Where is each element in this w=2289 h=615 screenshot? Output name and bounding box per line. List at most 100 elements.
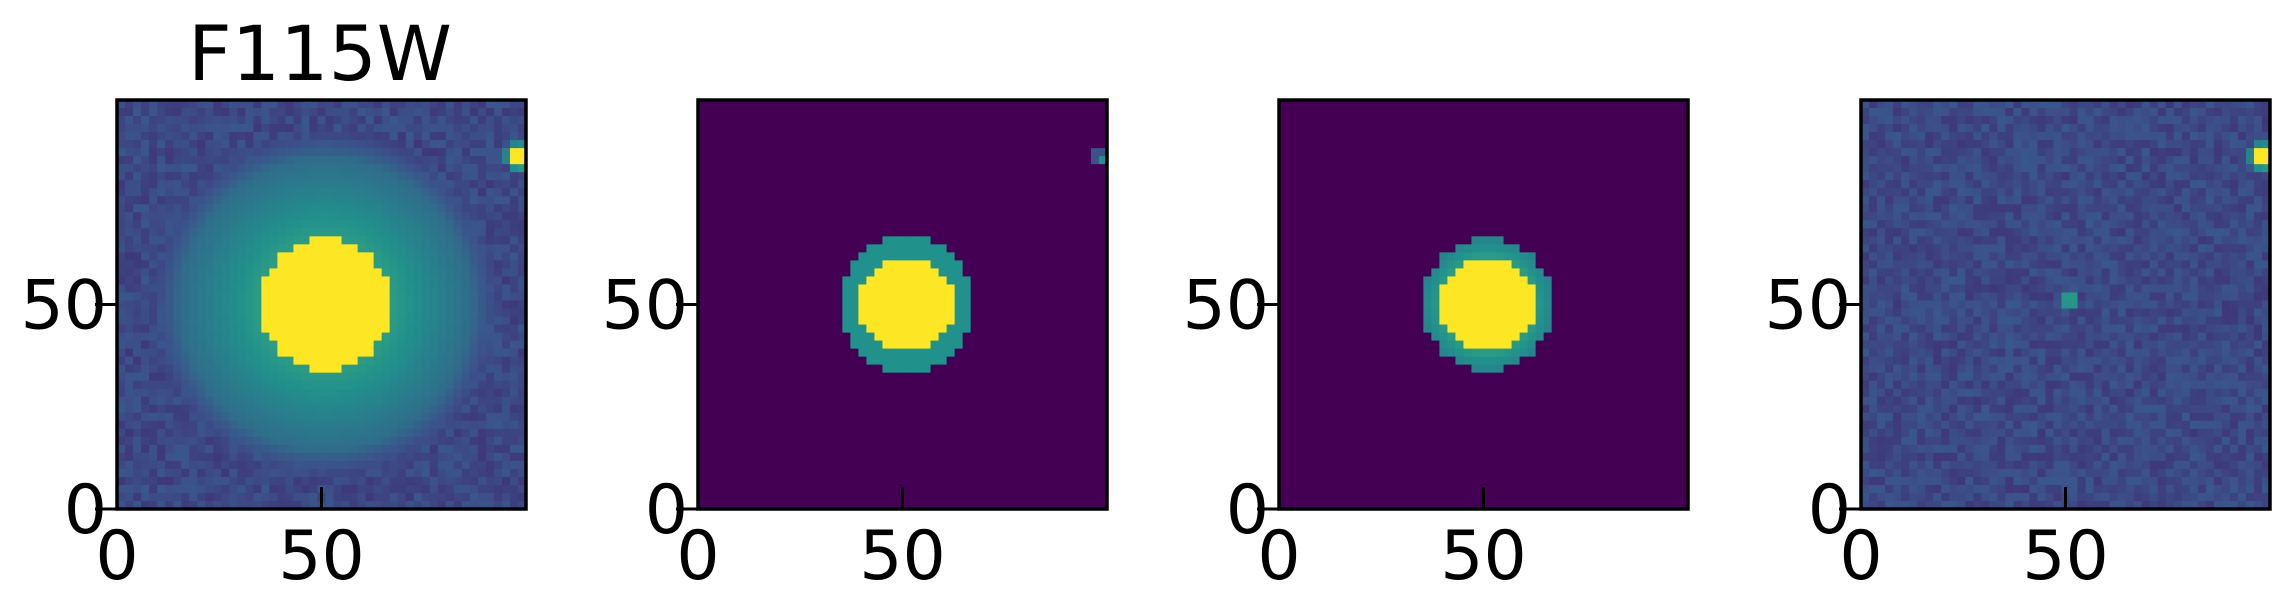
heatmap-cell — [722, 325, 731, 334]
heatmap-cell — [205, 148, 214, 157]
heatmap-cell — [470, 156, 479, 165]
heatmap-cell — [245, 172, 254, 181]
heatmap-cell — [382, 212, 391, 221]
heatmap-cell — [1035, 461, 1044, 470]
heatmap-cell — [510, 196, 519, 205]
heatmap-cell — [995, 437, 1004, 446]
heatmap-cell — [141, 493, 150, 502]
heatmap-cell — [358, 252, 367, 261]
heatmap-cell — [931, 196, 940, 205]
heatmap-cell — [706, 260, 715, 269]
heatmap-cell — [221, 389, 230, 398]
heatmap-cell — [157, 405, 166, 414]
heatmap-cell — [730, 373, 739, 382]
heatmap-cell — [931, 116, 940, 125]
heatmap-cell — [858, 140, 867, 149]
heatmap-cell — [189, 212, 198, 221]
heatmap-cell — [277, 485, 286, 494]
heatmap-cell — [125, 268, 134, 277]
heatmap-cell — [350, 220, 359, 229]
heatmap-cell — [947, 260, 956, 269]
heatmap-cell — [1043, 381, 1052, 390]
heatmap-cell — [730, 389, 739, 398]
heatmap-cell — [125, 244, 134, 253]
heatmap-cell — [181, 405, 190, 414]
heatmap-cell — [971, 413, 980, 422]
heatmap-cell — [342, 445, 351, 454]
heatmap-cell — [510, 445, 519, 454]
heatmap-cell — [141, 300, 150, 309]
heatmap-cell — [738, 437, 747, 446]
heatmap-cell — [714, 276, 723, 285]
heatmap-cell — [1091, 284, 1100, 293]
heatmap-cell — [1019, 397, 1028, 406]
heatmap-cell — [189, 429, 198, 438]
heatmap-cell — [931, 252, 940, 261]
heatmap-cell — [874, 445, 883, 454]
heatmap-cell — [430, 132, 439, 141]
heatmap-cell — [1067, 300, 1076, 309]
heatmap-cell — [730, 381, 739, 390]
heatmap-cell — [229, 309, 238, 318]
heatmap-cell — [414, 156, 423, 165]
heatmap-cell — [955, 300, 964, 309]
heatmap-cell — [738, 244, 747, 253]
heatmap-cell — [931, 373, 940, 382]
heatmap-cell — [1011, 461, 1020, 470]
heatmap-cell — [923, 260, 932, 269]
heatmap-cell — [382, 116, 391, 125]
heatmap-cell — [842, 349, 851, 358]
heatmap-cell — [770, 389, 779, 398]
heatmap-cell — [898, 300, 907, 309]
panel-2: 0 50050 — [601, 100, 1107, 596]
heatmap-cell — [995, 413, 1004, 422]
heatmap-cell — [502, 485, 511, 494]
heatmap-cell — [269, 244, 278, 253]
heatmap-cell — [390, 429, 399, 438]
heatmap-cell — [173, 365, 182, 374]
heatmap-cell — [510, 220, 519, 229]
heatmap-cell — [1083, 220, 1092, 229]
heatmap-cell — [898, 180, 907, 189]
heatmap-cell — [213, 373, 222, 382]
heatmap-cell — [374, 188, 383, 197]
heatmap-cell — [486, 461, 495, 470]
heatmap-cell — [931, 429, 940, 438]
heatmap-cell — [494, 188, 503, 197]
heatmap-cell — [939, 292, 948, 301]
heatmap-cell — [786, 204, 795, 213]
heatmap-cell — [762, 405, 771, 414]
heatmap-cell — [1091, 300, 1100, 309]
heatmap-cell — [1043, 317, 1052, 326]
heatmap-cell — [173, 437, 182, 446]
heatmap-cell — [245, 437, 254, 446]
heatmap-cell — [317, 244, 326, 253]
heatmap-cell — [125, 341, 134, 350]
heatmap-cell — [794, 461, 803, 470]
heatmap-cell — [947, 325, 956, 334]
heatmap-cell — [915, 180, 924, 189]
heatmap-cell — [1075, 437, 1084, 446]
heatmap-cell — [947, 228, 956, 237]
heatmap-cell — [963, 357, 972, 366]
heatmap-cell — [987, 124, 996, 133]
heatmap-cell — [955, 389, 964, 398]
heatmap-cell — [907, 292, 916, 301]
heatmap-cell — [842, 309, 851, 318]
heatmap-cell — [261, 132, 270, 141]
heatmap-cell — [502, 493, 511, 502]
heatmap-cell — [133, 429, 142, 438]
heatmap-cell — [802, 437, 811, 446]
heatmap-cell — [1043, 300, 1052, 309]
heatmap-cell — [802, 196, 811, 205]
heatmap-cell — [842, 453, 851, 462]
heatmap-cell — [334, 325, 343, 334]
heatmap-cell — [253, 156, 262, 165]
heatmap-cell — [438, 140, 447, 149]
heatmap-cell — [253, 284, 262, 293]
heatmap-cell — [326, 300, 335, 309]
heatmap-cell — [810, 373, 819, 382]
heatmap-cell — [326, 148, 335, 157]
heatmap-cell — [350, 300, 359, 309]
heatmap-cell — [358, 469, 367, 478]
